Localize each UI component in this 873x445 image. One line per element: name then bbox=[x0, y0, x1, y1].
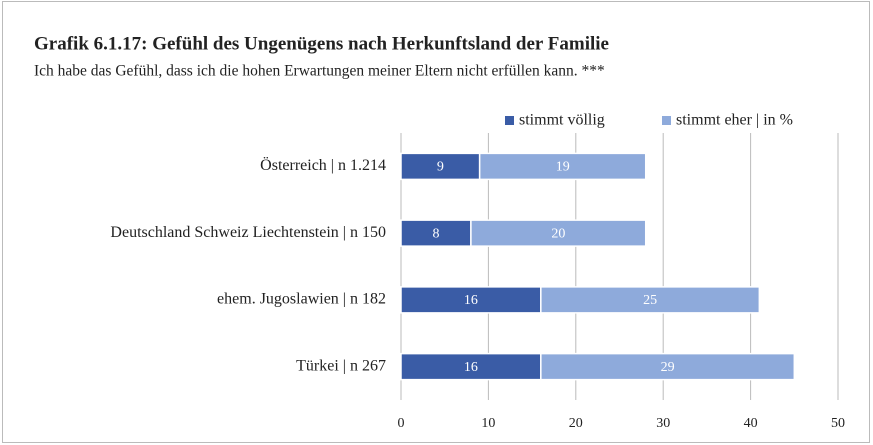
chart-title: Grafik 6.1.17: Gefühl des Ungenügens nac… bbox=[34, 33, 609, 54]
y-tick-label: Türkei | n 267 bbox=[296, 357, 386, 374]
x-tick-label: 40 bbox=[744, 416, 758, 431]
x-tick-label: 10 bbox=[481, 416, 495, 431]
y-tick-label: Deutschland Schweiz Liechtenstein | n 15… bbox=[110, 224, 386, 241]
x-tick-label: 20 bbox=[569, 416, 583, 431]
data-label: 19 bbox=[556, 160, 570, 175]
x-tick-label: 50 bbox=[831, 416, 845, 431]
bar-segment bbox=[540, 352, 796, 381]
bar-segment bbox=[400, 286, 542, 314]
data-label: 20 bbox=[551, 226, 565, 241]
bar-segment bbox=[470, 219, 647, 247]
bar-segment bbox=[478, 152, 647, 181]
bar-segment bbox=[400, 152, 481, 181]
x-tick-label: 30 bbox=[656, 416, 670, 431]
data-label: 8 bbox=[432, 226, 439, 241]
legend-label: stimmt völlig bbox=[519, 112, 605, 129]
y-tick-label: Österreich | n 1.214 bbox=[260, 156, 386, 174]
legend-swatch bbox=[662, 116, 671, 125]
bar-segment bbox=[400, 352, 542, 381]
bar-segment bbox=[400, 219, 472, 247]
data-label: 9 bbox=[437, 160, 444, 175]
chart-subtitle: Ich habe das Gefühl, dass ich die hohen … bbox=[34, 63, 605, 80]
data-label: 29 bbox=[661, 360, 675, 375]
x-tick-label: 0 bbox=[398, 416, 405, 431]
legend-swatch bbox=[505, 116, 514, 125]
data-label: 16 bbox=[464, 293, 478, 308]
bar-segment bbox=[540, 286, 761, 314]
data-label: 16 bbox=[464, 360, 478, 375]
y-tick-label: ehem. Jugoslawien | n 182 bbox=[217, 291, 386, 308]
data-label: 25 bbox=[643, 293, 657, 308]
legend-label: stimmt eher | in % bbox=[676, 112, 793, 129]
